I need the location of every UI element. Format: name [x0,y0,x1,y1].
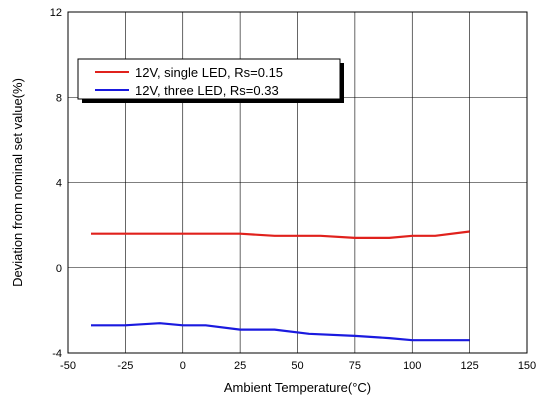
y-tick-label: 12 [50,7,62,19]
series-lines [91,230,470,342]
y-tick-label: 8 [56,92,62,104]
legend-label-single-led: 12V, single LED, Rs=0.15 [135,65,283,80]
x-tick-label: 125 [460,360,478,372]
x-axis-title: Ambient Temperature(°C) [224,380,371,395]
x-tick-label: -50 [60,360,76,372]
y-axis-title: Deviation from nominal set value(%) [10,78,25,287]
x-tick-label: -25 [117,360,133,372]
y-tick-label: -4 [52,348,62,360]
x-tick-label: 25 [234,360,246,372]
x-tick-labels: -50 -25 0 25 50 75 100 125 150 [60,360,536,372]
x-tick-label: 0 [180,360,186,372]
y-tick-label: 0 [56,263,62,275]
series-line-three-led [91,322,470,342]
x-tick-label: 100 [403,360,421,372]
legend: 12V, single LED, Rs=0.15 12V, three LED,… [77,58,344,103]
y-tick-label: 4 [56,178,62,190]
legend-box [77,58,341,100]
plot-frame [67,11,528,354]
y-tick-labels: -4 0 4 8 12 [50,7,62,360]
series-line-single-led [91,230,470,239]
x-tick-label: 75 [349,360,361,372]
legend-label-three-led: 12V, three LED, Rs=0.33 [135,83,279,98]
x-tick-label: 50 [291,360,303,372]
x-tick-label: 150 [518,360,536,372]
